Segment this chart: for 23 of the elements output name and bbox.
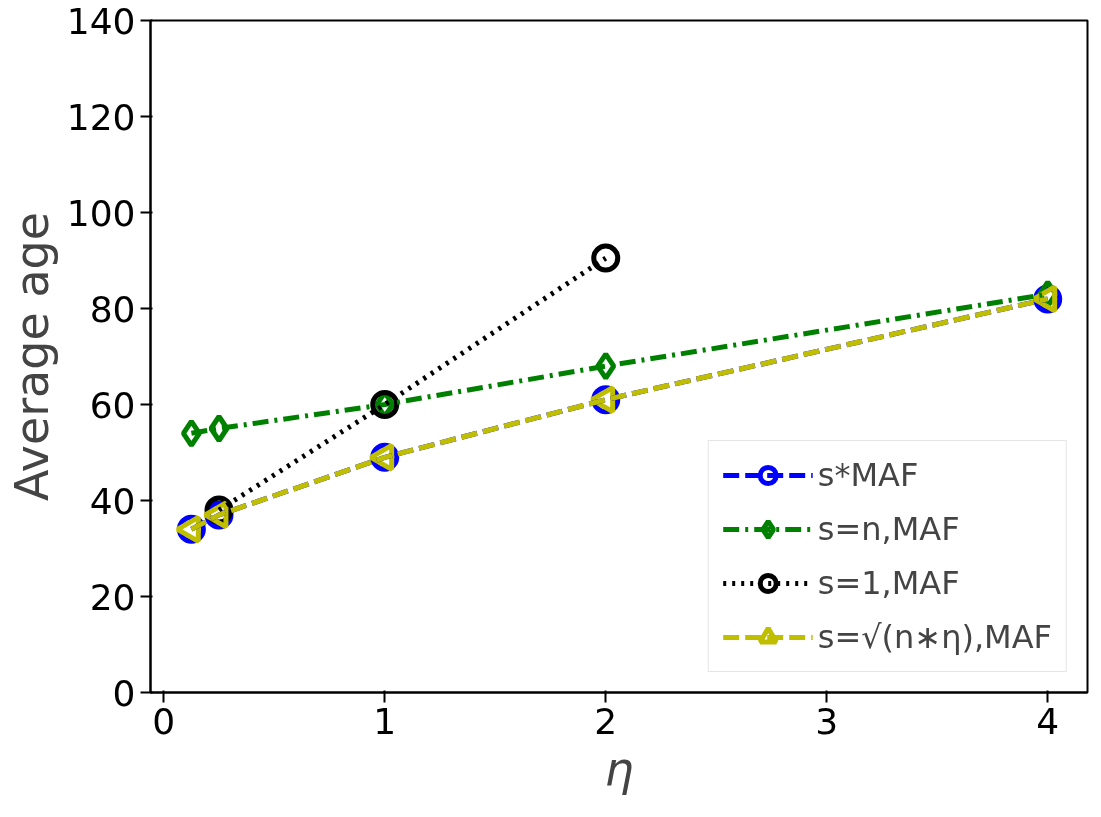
- point: [180, 418, 202, 448]
- y-tick-label: 120: [66, 96, 136, 138]
- legend-label: s=√(n∗η),MAF: [817, 618, 1052, 656]
- x-axis-title: η: [604, 741, 634, 796]
- x-tick-label: 3: [815, 700, 839, 742]
- x-tick-label: 1: [373, 700, 397, 742]
- y-tick-label: 20: [89, 576, 136, 618]
- y-axis-title: Average age: [4, 211, 59, 502]
- legend-label: s=n,MAF: [817, 510, 960, 548]
- y-tick-label: 40: [89, 480, 136, 522]
- y-tick-label: 0: [112, 672, 136, 714]
- y-tick-label: 100: [66, 192, 136, 234]
- x-tick-label: 4: [1036, 700, 1060, 742]
- y-tick-label: 140: [66, 0, 136, 42]
- legend-label: s*MAF: [817, 456, 919, 494]
- point: [591, 243, 621, 273]
- y-tick-label: 60: [89, 384, 136, 426]
- x-tick-label: 2: [594, 700, 618, 742]
- point: [208, 414, 230, 443]
- legend-label: s=1,MAF: [817, 564, 960, 602]
- y-tick-label: 80: [89, 288, 136, 330]
- point: [595, 351, 617, 381]
- x-tick-label: 0: [152, 700, 176, 742]
